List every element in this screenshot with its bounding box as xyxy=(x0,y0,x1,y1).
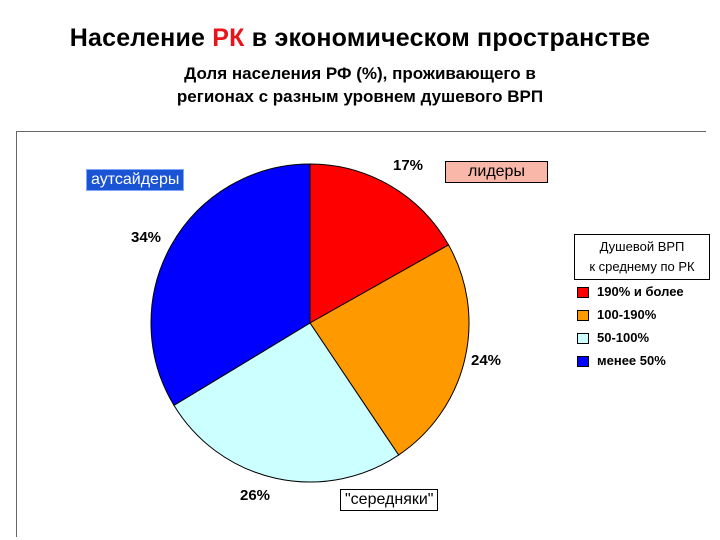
legend-item: 100-190% xyxy=(574,305,702,328)
chart-subtitle: Доля населения РФ (%), проживающего в ре… xyxy=(176,64,544,106)
legend-label: 190% и более xyxy=(597,284,684,299)
title-part1: Население xyxy=(69,24,206,52)
slice-50-100 xyxy=(173,322,400,483)
legend-title-line2: к среднему по РК xyxy=(589,259,695,274)
title-part2: в экономическом пространстве xyxy=(251,24,651,52)
legend-swatch xyxy=(577,310,589,321)
slice-100-190 xyxy=(309,244,470,456)
legend-swatch xyxy=(577,333,589,344)
slice-label-100-190: 24% xyxy=(471,352,502,369)
title-accent: РК xyxy=(212,24,245,52)
legend-item: 50-100% xyxy=(574,328,702,351)
callout-middle: "середняки" xyxy=(340,489,439,511)
legend-label: менее 50% xyxy=(597,353,666,368)
slice-under-50 xyxy=(150,163,311,407)
callout-outsiders: аутсайдеры xyxy=(86,169,185,191)
slice-label-50-100: 26% xyxy=(240,487,271,504)
legend-label: 50-100% xyxy=(597,330,650,345)
legend-swatch xyxy=(577,356,589,367)
callout-leaders: лидеры xyxy=(445,161,548,183)
slice-label-190-plus: 17% xyxy=(393,157,424,174)
legend-swatch xyxy=(577,287,589,298)
chart-frame xyxy=(16,131,706,537)
legend-item: 190% и более xyxy=(574,282,702,305)
page-title: Население РК в экономическом пространств… xyxy=(0,24,720,53)
slice-label-under-50: 34% xyxy=(131,229,162,246)
legend-item: менее 50% xyxy=(574,351,702,374)
slice-190-plus xyxy=(309,163,450,324)
legend-label: 100-190% xyxy=(597,307,657,322)
legend-title: Душевой ВРП к среднему по РК xyxy=(574,234,710,280)
chart-legend: 190% и более 100-190% 50-100% менее 50% xyxy=(574,282,702,374)
legend-title-line1: Душевой ВРП xyxy=(599,239,685,254)
